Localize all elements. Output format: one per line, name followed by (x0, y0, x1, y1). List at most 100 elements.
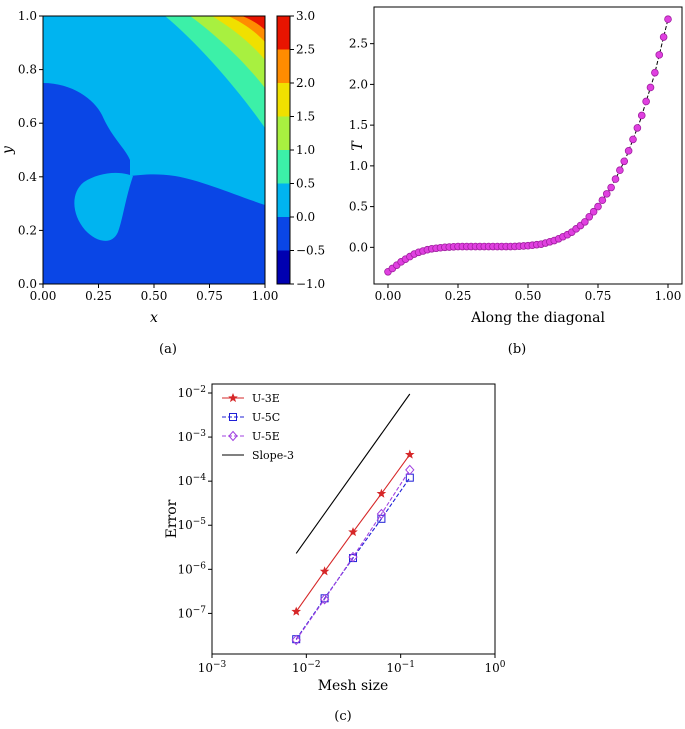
legend-label: U-5C (252, 411, 280, 424)
colorbar-tick-label: 1.5 (296, 110, 315, 124)
xlabel-a: x (150, 310, 158, 326)
x-tick-label-b: 0.00 (375, 289, 402, 303)
y-tick-label-b: 1.0 (349, 159, 368, 173)
ylabel-a: y (0, 145, 16, 155)
y-tick-label-a: 0.4 (18, 170, 37, 184)
ylabel-b: T (350, 140, 366, 151)
y-tick-label-a: 1.0 (18, 9, 37, 23)
y-tick-label-b: 0.5 (349, 200, 368, 214)
diagonal-marker (642, 97, 650, 106)
diagonal-marker (585, 212, 594, 221)
panel-a: 0.00 0.25 0.50 0.75 1.00 0.0 0.2 0.4 0.6 0.8 1.0 x… (0, 9, 325, 357)
xlabel-b: Along the diagonal (470, 310, 605, 326)
colorbar-tick-label: 0.5 (296, 177, 315, 191)
diagonal-series (384, 15, 672, 276)
marker-diamond (291, 634, 301, 646)
diagonal-marker (664, 15, 672, 24)
y-tick-label-a: 0.0 (18, 277, 37, 291)
x-tick-label-a: 0.75 (196, 289, 223, 303)
marker-star (291, 606, 302, 616)
diagonal-marker (646, 83, 655, 92)
y-tick-label-c: 10−3 (177, 429, 206, 444)
ylabel-c: Error (164, 499, 180, 538)
colorbar-segment (277, 83, 290, 117)
colorbar (277, 16, 290, 284)
colorbar-tick-label: 3.0 (296, 9, 315, 23)
panel-b: 0.00 0.25 0.50 0.75 1.00 0.0 0.5 1.0 1.5 2.0 2.5 A… (349, 6, 683, 357)
y-tick-label-c: 10−7 (177, 605, 206, 620)
diagonal-marker (637, 111, 646, 120)
caption-a: (a) (159, 342, 177, 357)
diagonal-marker (581, 218, 589, 226)
y-tick-label-b: 2.0 (349, 77, 368, 91)
y-tick-label-c: 10−2 (177, 385, 206, 400)
y-tick-label-c: 10−4 (177, 473, 206, 488)
diagonal-marker (620, 157, 629, 166)
diagonal-marker (607, 183, 615, 192)
marker-square (229, 413, 237, 421)
diagonal-marker (589, 207, 598, 216)
colorbar-tick-label: −1.0 (296, 277, 325, 291)
caption-b: (b) (508, 342, 526, 357)
diagonal-marker (659, 33, 668, 41)
colorbar-tick-label: −0.5 (296, 244, 325, 258)
marker-square (405, 473, 414, 482)
x-tick-label-b: 0.75 (585, 289, 612, 303)
panel-c: 10−3 10−2 10−1 10010−710−610−510−410−310−2 … (164, 383, 506, 724)
colorbar-segment (277, 16, 290, 50)
xlabel-c: Mesh size (318, 678, 389, 694)
legend-label: Slope-3 (252, 449, 294, 462)
colorbar-tick-label: 2.5 (296, 43, 315, 57)
diagonal-marker (602, 190, 611, 198)
marker-star (228, 393, 238, 403)
diagonal-marker (594, 202, 602, 211)
axis-ticks-b: 0.00 0.25 0.50 0.75 1.00 0.0 0.5 1.0 1.5 2.0 2.5 (349, 37, 681, 303)
diagonal-marker (611, 175, 620, 183)
colorbar-segment (277, 116, 290, 150)
error-series (291, 393, 415, 646)
colorbar-tick-label: 2.0 (296, 76, 315, 90)
x-tick-label-a: 0.50 (141, 289, 168, 303)
colorbar-tick-label: 0.0 (296, 210, 315, 224)
contour-band-0 (43, 16, 265, 205)
diagonal-marker (616, 166, 624, 174)
diagonal-marker (598, 196, 607, 205)
y-tick-label-b: 1.5 (349, 118, 368, 132)
y-tick-label-b: 0.0 (349, 240, 368, 254)
colorbar-segment (277, 49, 290, 83)
contour-lobe (74, 172, 133, 241)
colorbar-segment (277, 183, 290, 217)
x-tick-label-c: 10−3 (198, 660, 227, 675)
contour-plot (43, 16, 265, 284)
plot-frame-c (211, 383, 496, 655)
y-tick-label-a: 0.6 (18, 116, 37, 130)
y-tick-label-a: 0.8 (18, 63, 37, 77)
y-tick-label-c: 10−5 (177, 517, 206, 532)
colorbar-ticks: 3.0 2.5 2.0 1.5 1.0 0.5 0.0 −0.5 −1.0 (290, 9, 325, 291)
diagonal-marker (651, 68, 659, 77)
y-tick-label-b: 2.5 (349, 37, 368, 51)
marker-diamond (319, 593, 330, 605)
diagonal-marker (633, 124, 642, 132)
legend-label: U-3E (252, 392, 280, 405)
diagonal-marker (655, 51, 664, 59)
x-tick-label-b: 1.00 (655, 289, 682, 303)
x-tick-label-b: 0.50 (515, 289, 542, 303)
x-tick-label-c: 100 (484, 660, 505, 675)
colorbar-segment (277, 217, 290, 251)
diagonal-marker (629, 135, 637, 144)
colorbar-segment (277, 250, 290, 284)
y-tick-label-c: 10−6 (177, 561, 206, 576)
x-tick-label-c: 10−1 (386, 660, 415, 675)
series-line-slope-3 (295, 393, 411, 554)
marker-star (319, 566, 330, 576)
x-tick-label-a: 0.25 (85, 289, 112, 303)
series-line-u-5e (295, 469, 411, 641)
marker-diamond (348, 551, 358, 563)
x-tick-label-b: 0.25 (445, 289, 472, 303)
x-tick-label-a: 0.00 (30, 289, 57, 303)
axis-ticks-c: 10−3 10−2 10−1 100 10−7 10−6 10−5 10−4 10−3 10−2 (177, 385, 505, 675)
x-tick-label-a: 1.00 (252, 289, 279, 303)
diagonal-marker (624, 147, 633, 155)
